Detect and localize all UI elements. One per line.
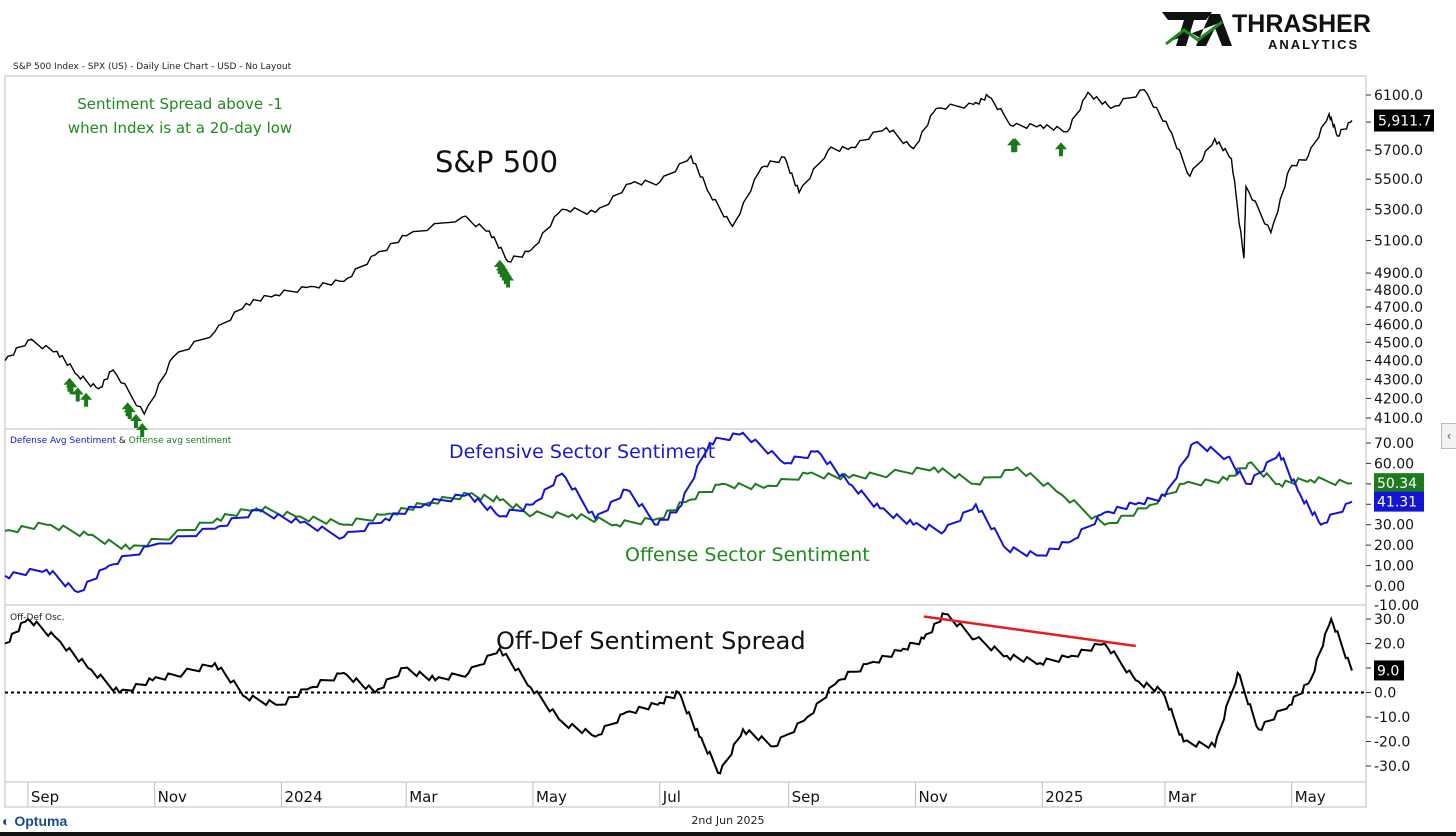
sent-y-tick-label: 60.00 [1374, 456, 1414, 472]
osc-title: Off-Def Sentiment Spread [496, 627, 806, 655]
price-y-tick-label: 4900.0 [1374, 266, 1423, 282]
logo-zigzag-icon [1165, 20, 1223, 46]
sent-legend-amp: & [116, 436, 129, 446]
defense-last-value-box [1374, 491, 1424, 512]
signal-arrow-icon [65, 380, 78, 395]
logo-mark-icon [1162, 12, 1232, 46]
offense-sentiment-line [4, 461, 1353, 551]
price-y-tick-label: 4200.0 [1374, 391, 1423, 407]
chart-title: S&P 500 Index - SPX (US) - Daily Line Ch… [13, 62, 292, 72]
signal-arrow-icon [1054, 142, 1067, 157]
price-panel: 4100.0 4200.0 4300.0 4400.0 4500.0 4600.04700… [4, 88, 1434, 438]
x-axis-label: 2025 [1045, 788, 1083, 806]
osc-trendline [923, 615, 1136, 648]
price-last-value-box [1374, 109, 1434, 132]
price-annotation-line1: Sentiment Spread above -1 [77, 95, 283, 113]
price-line [4, 88, 1353, 416]
offense-last-value-box [1374, 473, 1424, 494]
bottom-rule [0, 832, 1456, 836]
signal-arrow-icon [1007, 138, 1020, 153]
sent-y-tick-label: 0.00 [1374, 579, 1405, 595]
x-axis-label: May [536, 788, 567, 806]
osc-y-tick-label: 30.0 [1374, 612, 1405, 628]
price-y-tick-label: 4700.0 [1374, 300, 1423, 316]
x-axis-label: Mar [1168, 788, 1197, 806]
osc-y-tick-label: -10.0 [1374, 710, 1410, 726]
price-y-tick-label: 5500.0 [1374, 172, 1423, 188]
sent-y-tick-label: 30.00 [1374, 518, 1414, 534]
sent-y-tick-label: 70.00 [1374, 436, 1414, 452]
osc-y-tick-label: 20.0 [1374, 637, 1405, 653]
x-axis: Sep Nov 2024 Mar May Jul Sep Nov 2025 Mar May [27, 782, 1326, 807]
x-axis-label: Jul [662, 788, 681, 806]
price-y-tick-label: 4500.0 [1374, 335, 1423, 351]
osc-legend: Off-Def Osc. [10, 613, 65, 623]
price-y-tick-label: 6100.0 [1374, 88, 1423, 104]
x-axis-label: Sep [792, 788, 820, 806]
offense-last-value: 50.34 [1377, 476, 1417, 492]
sent-y-tick-label-neg: -10.00 [1374, 598, 1419, 614]
signal-arrow-icon [71, 387, 84, 402]
sent-legend: Defense Avg Sentiment & Offense avg sent… [10, 436, 232, 446]
price-y-tick-label: 4400.0 [1374, 354, 1423, 370]
price-y-tick-label: 4100.0 [1374, 411, 1423, 427]
signal-arrow-icon [502, 273, 515, 288]
price-title: S&P 500 [435, 145, 558, 179]
signal-arrow-icon [136, 423, 149, 438]
signal-arrow-icon [1009, 138, 1022, 153]
defense-sentiment-line [4, 431, 1353, 594]
price-y-tick-label: 5300.0 [1374, 202, 1423, 218]
price-y-tick-label: 4800.0 [1374, 283, 1423, 299]
sent-legend-defense: Defense Avg Sentiment [10, 436, 116, 446]
panel-collapse-tab[interactable]: ‹ [1441, 423, 1456, 449]
thrasher-logo: THRASHER ANALYTICS [1162, 10, 1371, 52]
osc-last-value: 9.0 [1377, 663, 1399, 679]
optuma-brand: ◐ Optuma [2, 813, 67, 829]
x-axis-label: Nov [918, 788, 947, 806]
x-axis-label: 2024 [284, 788, 322, 806]
sent-legend-offense: Offense avg sentiment [129, 436, 232, 446]
signal-arrow-icon [123, 405, 136, 420]
optuma-logo-icon: ◐ [2, 813, 11, 829]
offense-annotation: Offense Sector Sentiment [625, 544, 870, 566]
x-axis-label: Sep [31, 788, 59, 806]
defense-last-value: 41.31 [1377, 495, 1417, 511]
footer-date: 2nd Jun 2025 [691, 814, 765, 827]
sentiment-panel: 0.0010.0020.0030.0040.0050.0060.0070.00-… [4, 431, 1424, 614]
logo-sub: ANALYTICS [1268, 37, 1359, 52]
signal-arrow-icon [129, 414, 142, 429]
price-y-tick-label: 5700.0 [1374, 143, 1423, 159]
signal-arrow-icon [80, 392, 93, 407]
osc-y-tick-label: -20.0 [1374, 735, 1410, 751]
price-y-tick-label: 4600.0 [1374, 317, 1423, 333]
panel-frames [4, 75, 1367, 808]
logo-name: THRASHER [1232, 10, 1371, 38]
x-axis-label: Nov [158, 788, 187, 806]
osc-line [4, 612, 1353, 775]
defense-annotation: Defensive Sector Sentiment [449, 441, 715, 463]
x-axis-label: Mar [409, 788, 438, 806]
optuma-label: Optuma [14, 813, 68, 829]
osc-last-value-box [1374, 660, 1404, 681]
osc-y-tick-label: -30.0 [1374, 759, 1410, 775]
price-y-tick-label: 4300.0 [1374, 372, 1423, 388]
sent-y-tick-label: 20.00 [1374, 538, 1414, 554]
price-y-tick-label: 5100.0 [1374, 234, 1423, 250]
x-axis-label: May [1295, 788, 1326, 806]
price-last-value: 5,911.7 [1378, 113, 1431, 129]
osc-y-tick-label: 0.0 [1374, 686, 1396, 702]
sent-y-tick-label: 10.00 [1374, 559, 1414, 575]
price-annotation-line2: when Index is at a 20-day low [68, 119, 292, 137]
